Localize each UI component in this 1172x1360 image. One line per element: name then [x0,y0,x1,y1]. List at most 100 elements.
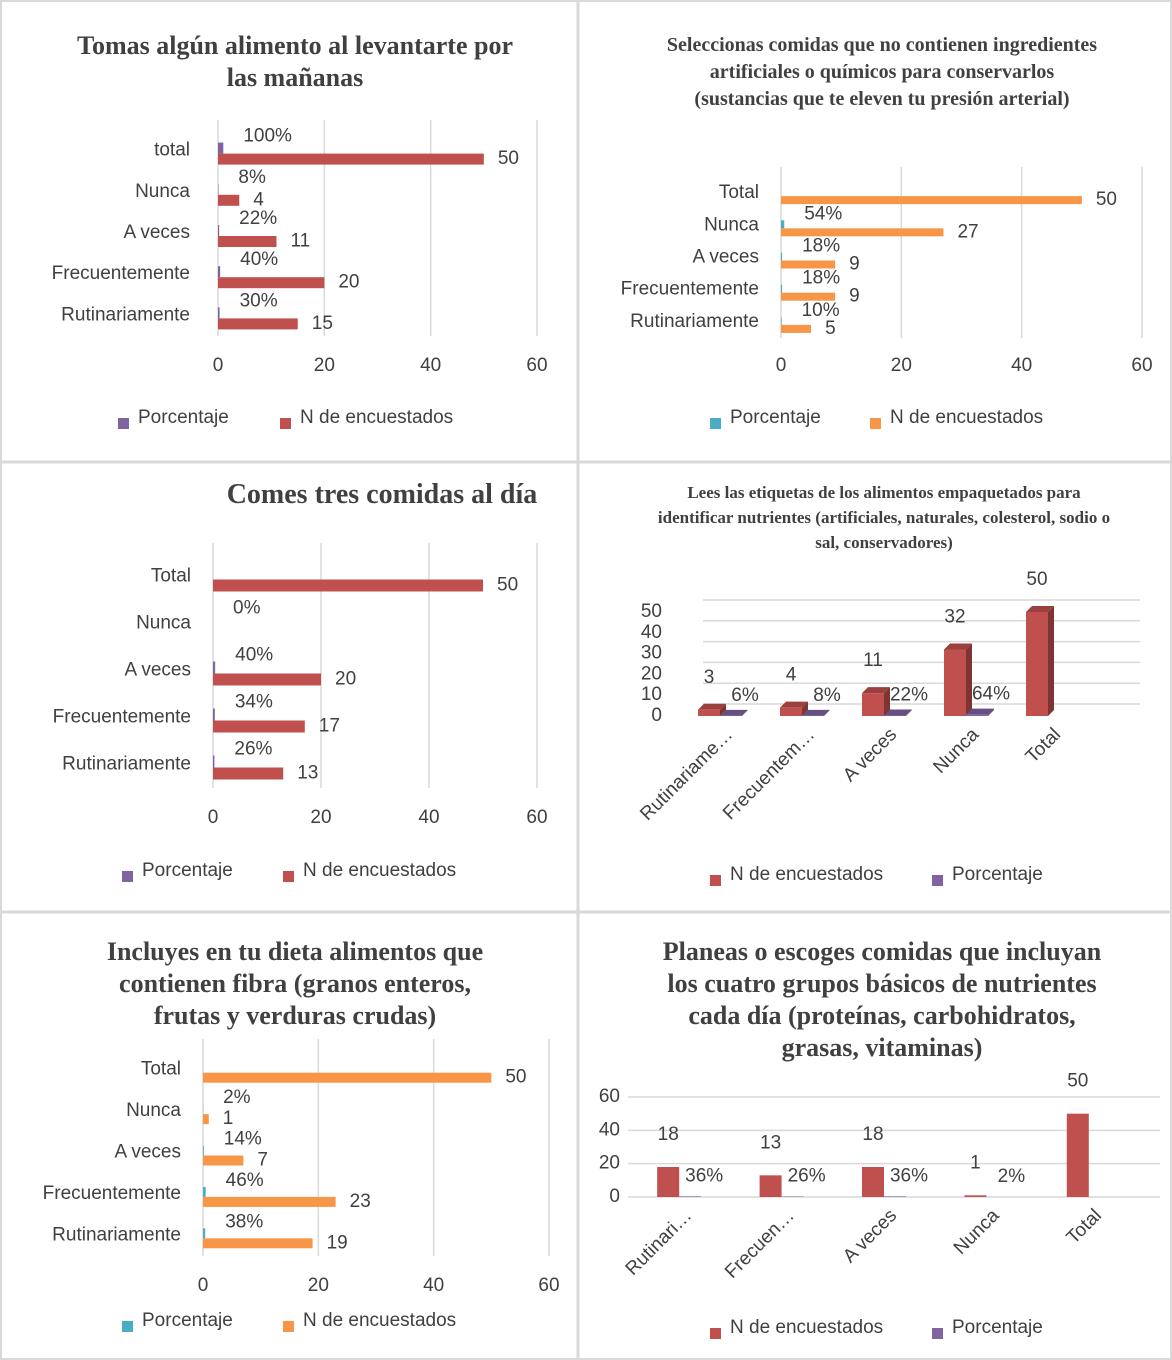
bar-top [780,701,808,708]
data-label: 26% [234,739,272,760]
data-label: 23 [350,1191,371,1212]
data-label: 36% [685,1165,723,1186]
data-label: 4 [253,189,264,210]
bar-top [884,709,912,716]
bar [218,153,484,165]
data-label: 1 [970,1152,981,1173]
bar [213,720,305,733]
x-tick-label: 60 [526,355,547,376]
chart-title: Comes tres comidas al día [226,479,538,510]
data-label: 22% [239,208,277,229]
data-label: 34% [235,692,273,713]
bar [203,1186,206,1197]
bar [218,318,298,330]
bar [218,266,221,278]
data-label: 5 [825,318,836,339]
bar-side [720,703,726,716]
y-tick-label: 0 [609,1186,620,1207]
bar [781,220,785,229]
category-label: Nunca [126,1100,181,1121]
x-tick-label: 20 [310,807,331,828]
bar [203,1114,209,1125]
category-label: A veces [123,222,190,243]
data-label: 2% [998,1166,1026,1187]
category-label: Frecuentemente [53,707,191,728]
data-label: 50 [505,1067,526,1088]
legend-swatch [280,418,291,429]
bar [781,324,812,333]
bar [862,693,884,716]
bar-top [720,709,748,716]
legend-label: N de encuestados [303,860,456,881]
bar [213,708,215,721]
data-label: 18 [658,1124,679,1145]
legend-label: Porcentaje [142,1310,233,1331]
legend-swatch [710,418,721,429]
bar [218,236,277,247]
legend-swatch [283,871,294,882]
data-label: 11 [290,231,310,252]
bar [759,1175,782,1197]
data-label: 9 [849,286,860,307]
data-label: 22% [890,685,928,706]
data-label: 17 [319,716,340,737]
data-label: 0% [233,598,261,619]
data-label: 18% [802,236,840,257]
x-tick-label: 20 [891,355,912,376]
bar [213,661,216,674]
bar [203,1238,313,1249]
data-label: 100% [243,126,292,147]
bar [203,1155,244,1166]
category-label: A veces [114,1142,181,1163]
bar-side [906,709,912,716]
bar [964,1195,987,1197]
legend-label: N de encuestados [890,407,1043,428]
bar [966,714,988,716]
legend-label: Porcentaje [952,864,1043,885]
category-label: Rutinariamente [61,304,190,325]
data-label: 64% [972,684,1010,705]
legend-label: Porcentaje [730,407,821,428]
data-label: 3 [704,667,715,688]
category-label: Total [1063,1205,1106,1248]
y-tick-label: 10 [641,684,662,705]
bar-top [944,643,972,650]
y-tick-label: 40 [599,1119,620,1140]
bar [862,1167,884,1197]
legend-swatch [283,1321,294,1332]
data-label: 20 [335,669,356,690]
legend-swatch [118,418,129,429]
legend-label: N de encuestados [730,1317,883,1338]
bar [698,709,720,716]
bar [780,707,802,716]
bar [213,579,483,592]
data-label: 50 [1096,189,1117,210]
bar-top [862,687,890,694]
category-label: Total [1022,724,1065,767]
chart-title: Planeas o escoges comidas que incluyan l… [662,937,1102,1062]
data-label: 50 [498,148,519,169]
category-label: A veces [839,1205,901,1267]
bar [203,1228,206,1239]
bar-side [884,687,890,716]
bar [213,673,321,686]
x-tick-label: 40 [420,355,441,376]
category-label: Total [141,1059,181,1080]
data-label: 30% [240,290,278,311]
bar-top [966,708,994,715]
bar-side [966,643,972,716]
data-label: 40% [240,249,278,270]
bar-side [824,709,830,716]
category-label: Rutinariamente [62,754,191,775]
data-label: 13 [297,763,318,784]
bar [944,649,966,716]
data-label: 26% [788,1166,826,1187]
data-label: 38% [225,1211,263,1232]
data-label: 18% [802,268,840,289]
bar [218,142,224,154]
legend-swatch [710,1328,721,1339]
y-tick-label: 50 [641,601,662,622]
data-label: 15 [312,313,333,334]
y-tick-label: 20 [599,1153,620,1174]
